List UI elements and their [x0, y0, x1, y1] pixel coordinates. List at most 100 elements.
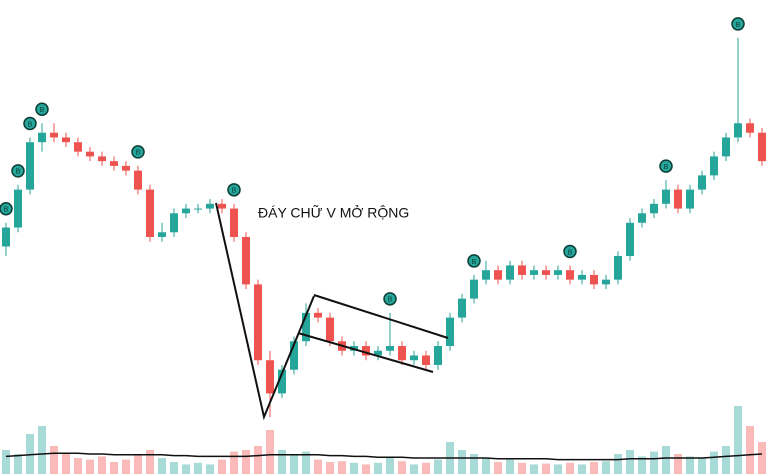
buy-marker-label: B	[40, 107, 45, 114]
volume-ma	[5, 452, 763, 461]
candle-body	[302, 312, 310, 342]
volume-bar	[650, 451, 658, 474]
volume-bar	[254, 446, 262, 474]
volume-bar	[410, 464, 418, 474]
candle-body	[2, 227, 10, 247]
buy-marker-label: B	[28, 121, 33, 128]
candle-body	[494, 270, 502, 280]
volume-bar	[470, 454, 478, 474]
volume-bar	[242, 450, 250, 474]
candle-body	[590, 274, 598, 285]
volume-bar	[542, 463, 550, 474]
volume-bar	[266, 430, 274, 474]
volume-bar	[290, 454, 298, 474]
candle-body	[446, 317, 454, 347]
volume-bar	[746, 426, 754, 474]
buy-marker	[659, 159, 673, 173]
volume-bar	[146, 450, 154, 474]
volume-bar	[638, 456, 646, 474]
volume-bar	[134, 454, 142, 474]
candle-body	[230, 208, 238, 237]
volume-bar	[734, 406, 742, 474]
volume-bar	[2, 450, 10, 474]
candle-body	[470, 279, 478, 299]
candle-body	[758, 132, 766, 162]
buy-marker-label: B	[16, 169, 21, 176]
candle-body	[314, 312, 322, 318]
candle-body	[62, 137, 70, 143]
volume-bar	[758, 442, 766, 474]
volume-bar	[38, 426, 46, 474]
volume-bar	[86, 459, 94, 474]
candle-body	[254, 284, 262, 361]
candle-body	[410, 355, 418, 361]
candle-body	[374, 350, 382, 356]
buy-marker	[11, 164, 25, 178]
candle-body	[86, 151, 94, 157]
volume-bar	[98, 456, 106, 474]
wedge-lower	[297, 332, 434, 373]
candle-body	[518, 265, 526, 275]
volume-bar	[662, 446, 670, 474]
candle-body	[326, 317, 334, 342]
candle-body	[434, 346, 442, 365]
volume-bar	[458, 450, 466, 474]
candle-body	[398, 346, 406, 361]
volume-bar	[170, 462, 178, 474]
candle-body	[614, 255, 622, 280]
volume-bar	[386, 458, 394, 474]
candle-body	[182, 208, 190, 214]
volume-bar	[206, 464, 214, 474]
volume-bar	[326, 462, 334, 474]
volume-bar	[482, 458, 490, 474]
candle-body	[386, 346, 394, 351]
candle-body	[206, 203, 214, 209]
volume-bar	[182, 464, 190, 474]
candle-body	[122, 165, 130, 171]
buy-marker-label: B	[568, 249, 573, 256]
buy-marker-label: B	[388, 297, 393, 304]
candle-body	[74, 142, 82, 152]
volume-bar	[110, 462, 118, 474]
buy-marker-label: B	[472, 259, 477, 266]
volume-bar	[554, 464, 562, 474]
candle-body	[566, 270, 574, 280]
buy-marker	[383, 292, 397, 306]
candle-body	[698, 175, 706, 190]
volume-bar	[374, 462, 382, 474]
candle-body	[626, 222, 634, 256]
volume-bar	[626, 450, 634, 474]
buy-marker	[731, 17, 745, 31]
volume-bar	[398, 461, 406, 474]
volume-bar	[578, 464, 586, 474]
volume-bar	[194, 462, 202, 474]
volume-bar	[506, 459, 514, 474]
candle-body	[602, 279, 610, 285]
volume-bar	[14, 454, 22, 474]
volume-bar	[710, 451, 718, 474]
volume-bar	[350, 462, 358, 474]
candle-body	[506, 265, 514, 280]
buy-marker-label: B	[736, 22, 741, 29]
pattern-title: ĐÁY CHỮ V MỞ RỘNG	[258, 204, 409, 221]
volume-bar	[614, 454, 622, 474]
buy-marker	[23, 116, 37, 131]
candle-body	[458, 298, 466, 318]
candle-body	[98, 156, 106, 162]
candle-body	[710, 156, 718, 176]
volume-bar	[26, 434, 34, 474]
candle-body	[158, 232, 166, 237]
candle-body	[170, 213, 178, 233]
v-pattern	[215, 202, 315, 421]
candle-body	[38, 132, 46, 143]
candle-body	[578, 274, 586, 280]
candle-body	[530, 270, 538, 275]
volume-bar	[530, 464, 538, 474]
wedge-upper	[313, 294, 449, 339]
volume-bar	[434, 459, 442, 474]
buy-marker-label: B	[136, 150, 141, 157]
volume-bar	[686, 456, 694, 474]
candle-body	[194, 208, 202, 210]
volume-bar	[62, 454, 70, 474]
